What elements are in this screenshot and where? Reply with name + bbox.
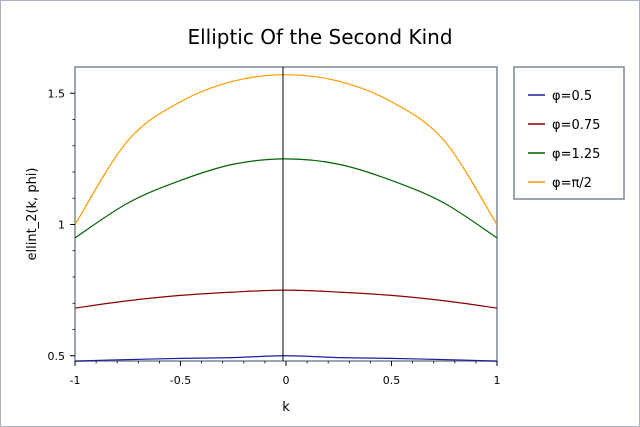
x-tick-label: -1 [70,374,81,387]
y-tick-label: 0.5 [48,350,66,363]
x-axis-label: k [282,400,290,415]
x-tick-label: 1 [494,374,501,387]
chart-title: Elliptic Of the Second Kind [187,25,452,49]
legend-entries: φ=0.5 φ=0.75 φ=1.25 φ=π/2 [528,89,600,191]
series-line-3 [74,158,498,239]
series-line-2 [74,289,498,309]
x-tick-label: -0.5 [170,374,191,387]
legend-label-1: φ=0.5 [552,89,592,104]
legend-label-3: φ=1.25 [552,147,600,162]
legend-label-2: φ=0.75 [552,118,600,133]
y-tick-label: 1 [58,219,65,232]
x-axis-ticks: -1 -0.5 0 0.5 1 [70,361,501,387]
legend-label-4: φ=π/2 [552,176,592,191]
y-tick-label: 1.5 [48,87,66,100]
series-line-4 [74,74,498,225]
y-axis-ticks: 0.5 1 1.5 [48,87,75,363]
y-axis-label: ellint_2(k, phi) [25,168,40,261]
series-layer [74,74,498,362]
x-tick-label: 0.5 [383,374,401,387]
legend [513,66,625,200]
plot-area [74,66,498,362]
x-tick-label: 0 [283,374,290,387]
series-line-1 [74,355,498,362]
